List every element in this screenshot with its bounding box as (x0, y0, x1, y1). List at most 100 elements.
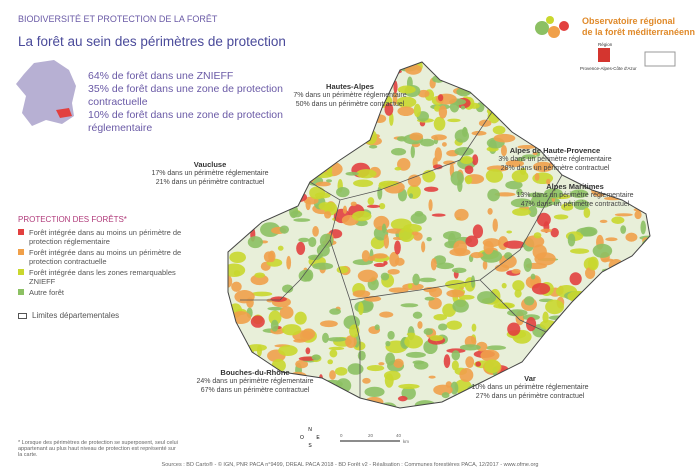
forest-patch (380, 272, 390, 281)
forest-patch (598, 339, 617, 346)
forest-patch (228, 86, 235, 101)
forest-patch (357, 350, 366, 361)
forest-patch (261, 79, 280, 86)
forest-patch (407, 174, 422, 187)
legend-item: Forêt intégrée dans les zones remarquabl… (18, 268, 183, 286)
forest-patch (542, 70, 557, 82)
forest-patch (228, 233, 232, 240)
forest-patch (460, 105, 466, 110)
region-outline (227, 61, 651, 409)
dept-stat: 17% dans un périmètre réglementaire (151, 170, 269, 177)
forest-patch (336, 187, 350, 198)
forest-patch (506, 110, 521, 120)
forest-patch (517, 157, 525, 162)
forest-patch (314, 161, 334, 166)
forest-patch (345, 171, 359, 176)
forest-patch (582, 355, 603, 364)
forest-patch (410, 212, 427, 224)
forest-patch (312, 262, 334, 270)
forest-patch (620, 225, 627, 234)
forest-patch (278, 345, 298, 357)
legend-label: Limites départementales (32, 311, 120, 320)
forest-patch (523, 403, 538, 407)
forest-patch (573, 121, 579, 134)
forest-patch (446, 289, 465, 298)
forest-patch (510, 198, 533, 208)
forest-patch (352, 110, 374, 121)
forest-patch (334, 367, 348, 376)
forest-patch (279, 122, 298, 127)
forest-patch (570, 248, 590, 254)
forest-patch (528, 205, 538, 218)
forest-patch (643, 65, 650, 76)
forest-patch (319, 320, 338, 328)
forest-patch (532, 152, 538, 156)
forest-patch (331, 146, 352, 155)
forest-patch (334, 115, 357, 124)
legend-label: Forêt intégrée dans les zones remarquabl… (29, 268, 176, 286)
sources: Sources : BD Carto® - © IGN, PNR PACA n°… (161, 462, 539, 468)
forest-patch (494, 264, 510, 272)
forest-patch (378, 182, 388, 189)
forest-patch (560, 120, 581, 126)
forest-patch (431, 134, 447, 141)
compass-label: E (316, 435, 320, 441)
forest-patch (275, 65, 284, 71)
forest-patch (434, 147, 443, 162)
forest-patch (284, 114, 294, 124)
kicker: BIODIVERSITÉ ET PROTECTION DE LA FORÊT (18, 14, 218, 24)
forest-patch (233, 399, 247, 407)
forest-patch (475, 62, 484, 69)
dept-stat: 21% dans un périmètre contractuel (155, 179, 265, 186)
forest-patch (595, 93, 611, 109)
dept-stat: 3% dans un périmètre réglementaire (498, 156, 612, 163)
forest-patch (282, 284, 294, 293)
forest-patch (569, 84, 575, 99)
forest-patch (511, 268, 521, 274)
forest-patch (313, 111, 327, 116)
legend-label: Autre forêt (29, 288, 65, 297)
forest-patch (287, 402, 301, 408)
forest-patch (398, 227, 415, 243)
forest-patch (605, 237, 618, 242)
forest-patch (532, 102, 553, 117)
forest-patch (449, 248, 471, 257)
forest-patch (235, 80, 248, 93)
forest-patch (373, 215, 390, 231)
forest-patch (529, 403, 543, 408)
region-name: Région (598, 42, 613, 47)
forest-patch (287, 122, 307, 135)
forest-patch (553, 214, 569, 220)
forest-patch (471, 130, 487, 136)
forest-patch (621, 91, 642, 99)
forest-patch (558, 95, 568, 108)
forest-patch (329, 308, 341, 315)
forest-patch (602, 399, 608, 404)
forest-patch (602, 130, 613, 139)
forest-patch (588, 63, 608, 73)
legend-swatch (18, 229, 24, 235)
forest-patch (625, 294, 633, 307)
forest-patch (250, 315, 265, 328)
forest-patch (621, 84, 637, 98)
forest-patch (443, 160, 456, 166)
forest-patch (324, 211, 332, 219)
forest-patch (447, 118, 461, 123)
forest-patch (462, 126, 467, 136)
forest-patch (358, 302, 364, 316)
forest-patch (620, 133, 639, 144)
forest-patch (229, 92, 247, 107)
forest-patch (470, 275, 476, 288)
forest-patch (475, 90, 481, 95)
forest-patch (562, 333, 568, 340)
forest-patch (452, 299, 469, 313)
forest-patch (411, 231, 419, 236)
forest-patch (527, 75, 544, 88)
forest-patch (302, 169, 316, 184)
forest-patch (429, 335, 444, 342)
forest-patch (385, 340, 391, 347)
compass-scale: N E S O 0 20 40 km (300, 427, 409, 449)
forest-patch (565, 323, 571, 332)
forest-patch (639, 300, 647, 315)
